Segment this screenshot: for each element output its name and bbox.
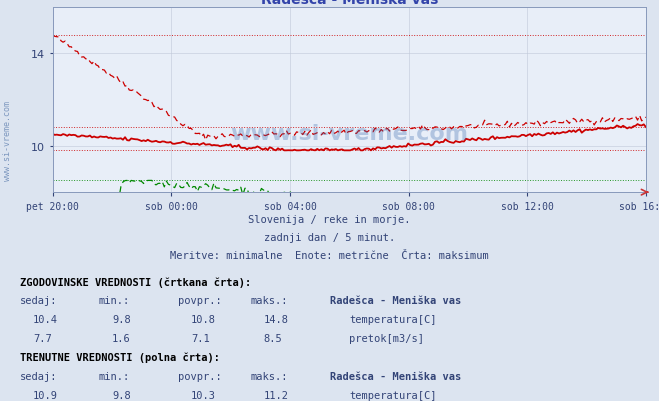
Text: sedaj:: sedaj: bbox=[20, 296, 57, 306]
Text: temperatura[C]: temperatura[C] bbox=[349, 390, 437, 400]
Text: 9.8: 9.8 bbox=[112, 390, 130, 400]
Text: 14.8: 14.8 bbox=[264, 314, 289, 324]
Text: www.si-vreme.com: www.si-vreme.com bbox=[3, 100, 13, 180]
Text: 9.8: 9.8 bbox=[112, 314, 130, 324]
Text: 10.9: 10.9 bbox=[33, 390, 58, 400]
Text: maks.:: maks.: bbox=[250, 296, 288, 306]
Text: 10.3: 10.3 bbox=[191, 390, 216, 400]
Text: 11.2: 11.2 bbox=[264, 390, 289, 400]
Text: min.:: min.: bbox=[99, 371, 130, 381]
Text: Radešca - Meniška vas: Radešca - Meniška vas bbox=[330, 371, 461, 381]
Text: 1.6: 1.6 bbox=[112, 333, 130, 343]
Text: Slovenija / reke in morje.: Slovenija / reke in morje. bbox=[248, 215, 411, 225]
Text: povpr.:: povpr.: bbox=[178, 371, 221, 381]
Text: zadnji dan / 5 minut.: zadnji dan / 5 minut. bbox=[264, 233, 395, 243]
Text: 8.5: 8.5 bbox=[264, 333, 282, 343]
Text: 7.1: 7.1 bbox=[191, 333, 210, 343]
Text: min.:: min.: bbox=[99, 296, 130, 306]
Text: 10.8: 10.8 bbox=[191, 314, 216, 324]
Text: 7.7: 7.7 bbox=[33, 333, 51, 343]
Title: Radešca - Meniška vas: Radešca - Meniška vas bbox=[260, 0, 438, 7]
Text: pretok[m3/s]: pretok[m3/s] bbox=[349, 333, 424, 343]
Text: sedaj:: sedaj: bbox=[20, 371, 57, 381]
Text: povpr.:: povpr.: bbox=[178, 296, 221, 306]
Text: TRENUTNE VREDNOSTI (polna črta):: TRENUTNE VREDNOSTI (polna črta): bbox=[20, 352, 219, 363]
Text: temperatura[C]: temperatura[C] bbox=[349, 314, 437, 324]
Text: maks.:: maks.: bbox=[250, 371, 288, 381]
Text: ZGODOVINSKE VREDNOSTI (črtkana črta):: ZGODOVINSKE VREDNOSTI (črtkana črta): bbox=[20, 277, 251, 287]
Text: Radešca - Meniška vas: Radešca - Meniška vas bbox=[330, 296, 461, 306]
Text: www.si-vreme.com: www.si-vreme.com bbox=[230, 124, 469, 144]
Text: 10.4: 10.4 bbox=[33, 314, 58, 324]
Text: Meritve: minimalne  Enote: metrične  Črta: maksimum: Meritve: minimalne Enote: metrične Črta:… bbox=[170, 251, 489, 261]
